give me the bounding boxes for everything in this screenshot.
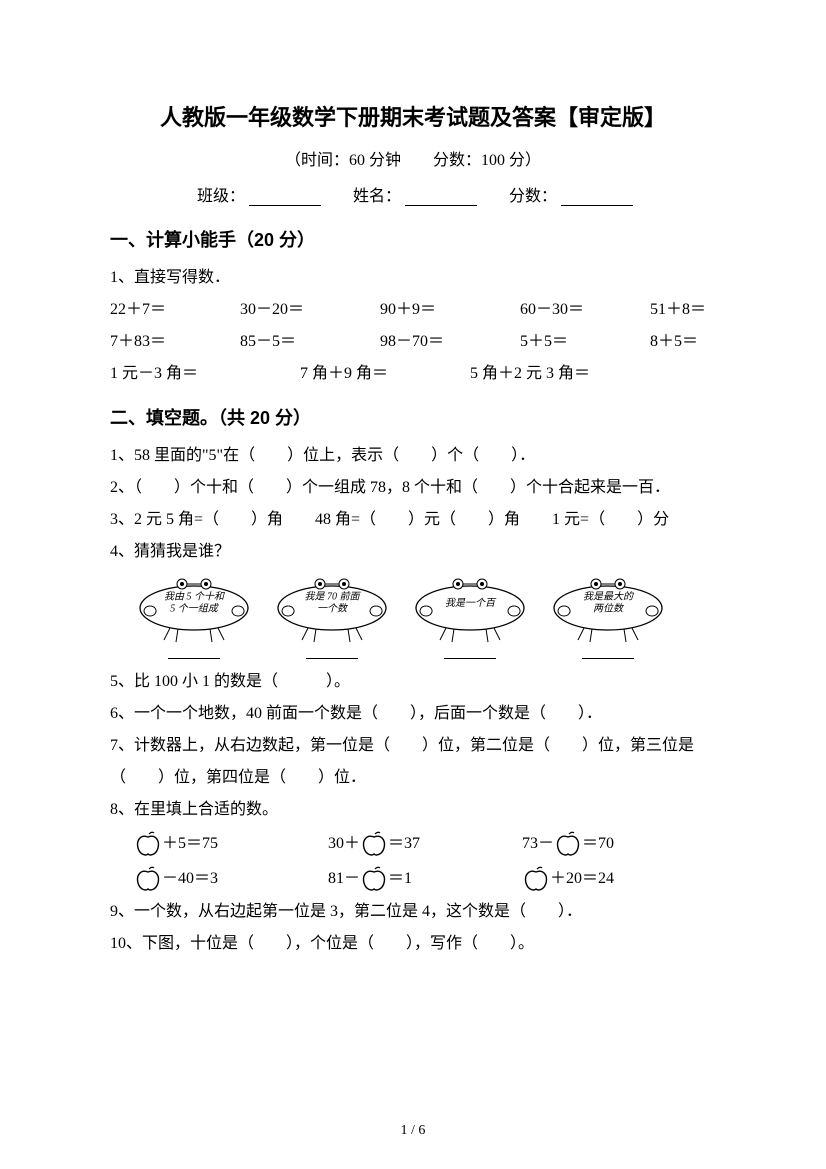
page-number: 1 / 6 (0, 1123, 826, 1139)
apple-row-2: －40＝3 81－ ＝1 ＋20＝24 (134, 861, 716, 896)
apple-icon (522, 865, 550, 893)
s2-q8-label: 8、在里填上合适的数。 (110, 794, 716, 826)
bubble-item: 我是 70 前面一个数 (268, 572, 396, 664)
s2-q5: 5、比 100 小 1 的数是（ ）。 (110, 666, 716, 698)
eq-cell: 51＋8＝ (650, 294, 740, 326)
eq-mid: ＝70 (582, 826, 614, 861)
bubble-blank (582, 647, 634, 659)
apple-icon (134, 830, 162, 858)
s2-q10: 10、下图，十位是（ ），个位是（ ），写作（ ）。 (110, 928, 716, 960)
apple-eq: 81－ ＝1 (328, 861, 522, 896)
eq-pre: 30＋ (328, 826, 360, 861)
class-blank (249, 190, 321, 206)
s2-q7: 7、计数器上，从右边数起，第一位是（ ）位，第二位是（ ）位，第三位是（ ）位，… (110, 730, 716, 794)
apple-eq: －40＝3 (134, 861, 328, 896)
section2-header: 二、填空题。（共 20 分） (110, 404, 716, 430)
thought-bubble-icon: 我是最大的两位数 (544, 572, 672, 644)
eq-mid: ＋5＝75 (162, 826, 218, 861)
eq-mid: ＋20＝24 (550, 861, 614, 896)
eq-cell: 22＋7＝ (110, 294, 240, 326)
eq-cell: 85－5＝ (240, 326, 380, 358)
bubble-item: 我由 5 个十和5 个一组成 (130, 572, 258, 664)
bubble-item: 我是最大的两位数 (544, 572, 672, 664)
eq-cell: 98－70＝ (380, 326, 520, 358)
name-blank (405, 190, 477, 206)
s2-q4-label: 4、猜猜我是谁？ (110, 536, 716, 568)
eq-cell: 7＋83＝ (110, 326, 240, 358)
eq-mid: －40＝3 (162, 861, 218, 896)
s1-q1-label: 1、直接写得数． (110, 262, 716, 294)
bubble-blank (444, 647, 496, 659)
score-label: 分数： (509, 188, 557, 205)
bubble-item: 我是一个百 (406, 572, 534, 664)
bubbles-row: 我由 5 个十和5 个一组成 我是 70 前面一个数 我是一个百 我是最大的两位… (130, 572, 716, 664)
bubble-text: 我是最大的两位数 (568, 591, 648, 616)
apple-eq: ＋20＝24 (522, 861, 716, 896)
apple-icon (360, 865, 388, 893)
name-label: 姓名： (353, 188, 401, 205)
s2-q9: 9、一个数，从右边起第一位是 3，第二位是 4，这个数是（ ）． (110, 896, 716, 928)
eq-pre: 73－ (522, 826, 554, 861)
s2-q6: 6、一个一个地数，40 前面一个数是（ ），后面一个数是（ ）． (110, 698, 716, 730)
apple-icon (360, 830, 388, 858)
s2-q1: 1、58 里面的"5"在（ ）位上，表示（ ）个（ ）． (110, 440, 716, 472)
section1-header: 一、计算小能手（20 分） (110, 226, 716, 252)
class-label: 班级： (197, 188, 245, 205)
bubble-blank (306, 647, 358, 659)
apple-icon (554, 830, 582, 858)
thought-bubble-icon: 我是 70 前面一个数 (268, 572, 396, 644)
eq-mid: ＝1 (388, 861, 412, 896)
s1-row1: 22＋7＝ 30－20＝ 90＋9＝ 60－30＝ 51＋8＝ (110, 294, 716, 326)
eq-mid: ＝37 (388, 826, 420, 861)
thought-bubble-icon: 我由 5 个十和5 个一组成 (130, 572, 258, 644)
fields-line: 班级： 姓名： 分数： (110, 182, 716, 206)
meta-line: （时间：60 分钟 分数：100 分） (110, 146, 716, 170)
bubble-text: 我是一个百 (430, 597, 510, 610)
bubble-blank (168, 647, 220, 659)
eq-cell: 7 角＋9 角＝ (300, 358, 470, 390)
bubble-text: 我由 5 个十和5 个一组成 (154, 591, 234, 616)
s1-row2: 7＋83＝ 85－5＝ 98－70＝ 5＋5＝ 8＋5＝ (110, 326, 716, 358)
eq-cell: 60－30＝ (520, 294, 650, 326)
eq-cell: 90＋9＝ (380, 294, 520, 326)
eq-cell: 5 角＋2 元 3 角＝ (470, 358, 640, 390)
eq-cell: 8＋5＝ (650, 326, 740, 358)
s1-row3: 1 元－3 角＝ 7 角＋9 角＝ 5 角＋2 元 3 角＝ (110, 358, 716, 390)
eq-cell: 1 元－3 角＝ (110, 358, 300, 390)
eq-cell: 5＋5＝ (520, 326, 650, 358)
s2-q3: 3、2 元 5 角=（ ）角 48 角=（ ）元（ ）角 1 元=（ ）分 (110, 504, 716, 536)
score-blank (561, 190, 633, 206)
apple-eq: ＋5＝75 (134, 826, 328, 861)
apple-eq: 73－ ＝70 (522, 826, 716, 861)
apple-icon (134, 865, 162, 893)
s2-q2: 2、（ ）个十和（ ）个一组成 78，8 个十和（ ）个十合起来是一百． (110, 472, 716, 504)
eq-cell: 30－20＝ (240, 294, 380, 326)
thought-bubble-icon: 我是一个百 (406, 572, 534, 644)
bubble-text: 我是 70 前面一个数 (292, 591, 372, 616)
doc-title: 人教版一年级数学下册期末考试题及答案【审定版】 (110, 100, 716, 132)
apple-row-1: ＋5＝75 30＋ ＝37 73－ ＝70 (134, 826, 716, 861)
apple-eq: 30＋ ＝37 (328, 826, 522, 861)
eq-pre: 81－ (328, 861, 360, 896)
